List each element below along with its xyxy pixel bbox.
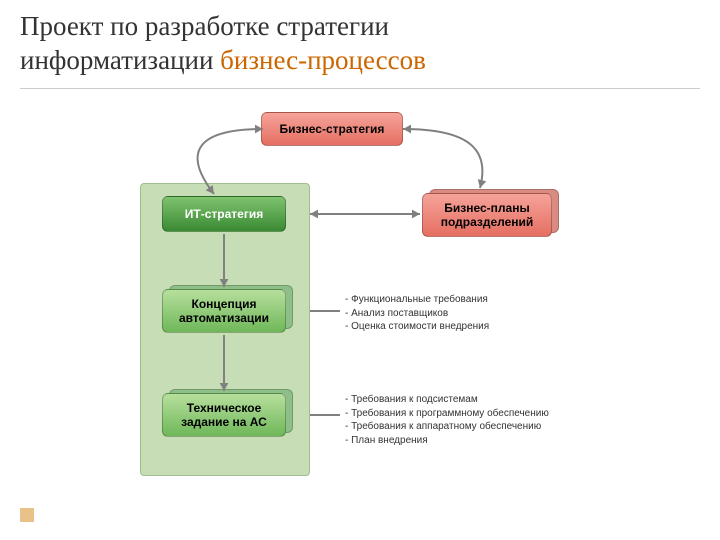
- node-it-strategy-label: ИТ-стратегия: [169, 207, 279, 221]
- annot-tz: - Требования к подсистемам- Требования к…: [345, 393, 549, 447]
- node-tz-label: Техническое задание на АС: [169, 401, 279, 430]
- node-tz: Техническое задание на АС: [162, 393, 286, 437]
- node-it-strategy: ИТ-стратегия: [162, 196, 286, 232]
- node-biz-strategy-label: Бизнес-стратегия: [268, 122, 396, 136]
- annot-concept: - Функциональные требования- Анализ пост…: [345, 293, 489, 334]
- node-concept: Концепция автоматизации: [162, 289, 286, 333]
- arrows-layer: [0, 0, 720, 540]
- node-biz-strategy: Бизнес-стратегия: [261, 112, 403, 146]
- node-biz-plans: Бизнес-планы подразделений: [422, 193, 552, 237]
- node-concept-label: Концепция автоматизации: [169, 297, 279, 326]
- node-biz-plans-label: Бизнес-планы подразделений: [429, 201, 545, 230]
- diagram: Бизнес-стратегия Бизнес-планы подразделе…: [0, 0, 720, 540]
